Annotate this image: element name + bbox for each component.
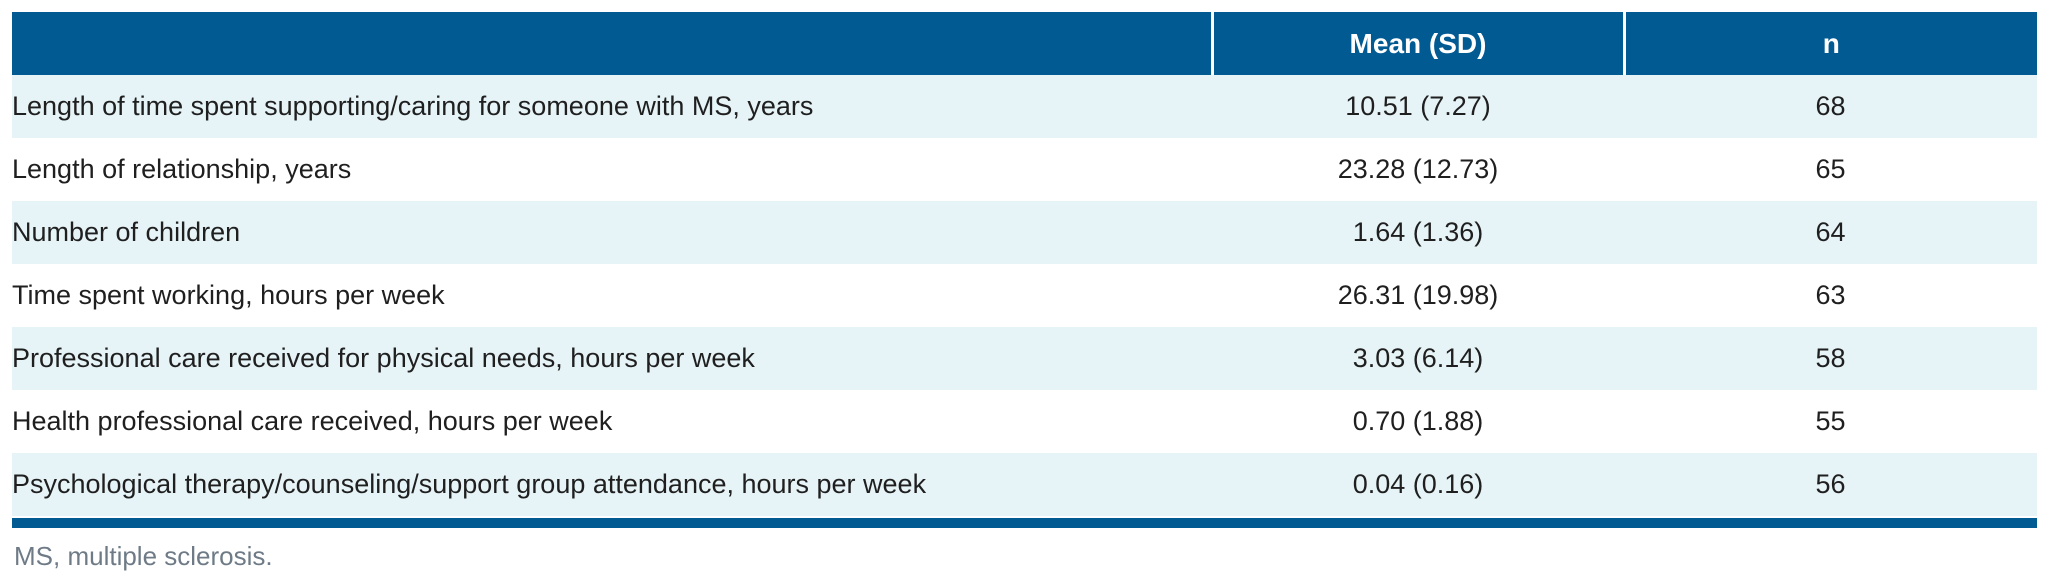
table-footnote: MS, multiple sclerosis.: [14, 541, 273, 571]
table-row: Time spent working, hours per week 26.31…: [12, 264, 2037, 327]
row-label: Number of children: [12, 201, 1212, 264]
row-n: 63: [1624, 264, 2037, 327]
row-label: Length of relationship, years: [12, 138, 1212, 201]
row-n: 65: [1624, 138, 2037, 201]
table-row: Professional care received for physical …: [12, 327, 2037, 390]
row-label: Length of time spent supporting/caring f…: [12, 75, 1212, 138]
row-mean-sd: 0.70 (1.88): [1212, 390, 1624, 453]
header-n: n: [1622, 12, 2037, 75]
row-n: 58: [1624, 327, 2037, 390]
row-n: 64: [1624, 201, 2037, 264]
caregiver-statistics-table-container: Mean (SD) n Length of time spent support…: [12, 12, 2037, 572]
row-mean-sd: 23.28 (12.73): [1212, 138, 1624, 201]
table-row: Length of relationship, years 23.28 (12.…: [12, 138, 2037, 201]
header-empty-cell: [12, 12, 1212, 75]
row-mean-sd: 0.04 (0.16): [1212, 453, 1624, 516]
table-bottom-rule: [12, 518, 2037, 528]
table-row: Length of time spent supporting/caring f…: [12, 75, 2037, 138]
row-mean-sd: 26.31 (19.98): [1212, 264, 1624, 327]
caregiver-statistics-table: Mean (SD) n Length of time spent support…: [12, 12, 2037, 516]
row-label: Health professional care received, hours…: [12, 390, 1212, 453]
table-body: Length of time spent supporting/caring f…: [12, 75, 2037, 516]
row-n: 55: [1624, 390, 2037, 453]
row-mean-sd: 1.64 (1.36): [1212, 201, 1624, 264]
header-mean-sd: Mean (SD): [1210, 12, 1624, 75]
row-mean-sd: 3.03 (6.14): [1212, 327, 1624, 390]
row-mean-sd: 10.51 (7.27): [1212, 75, 1624, 138]
table-header: Mean (SD) n: [12, 12, 2037, 75]
row-label: Time spent working, hours per week: [12, 264, 1212, 327]
table-row: Number of children 1.64 (1.36) 64: [12, 201, 2037, 264]
row-n: 56: [1624, 453, 2037, 516]
table-row: Psychological therapy/counseling/support…: [12, 453, 2037, 516]
row-label: Professional care received for physical …: [12, 327, 1212, 390]
table-row: Health professional care received, hours…: [12, 390, 2037, 453]
table-header-row: Mean (SD) n: [12, 12, 2037, 75]
row-n: 68: [1624, 75, 2037, 138]
row-label: Psychological therapy/counseling/support…: [12, 453, 1212, 516]
